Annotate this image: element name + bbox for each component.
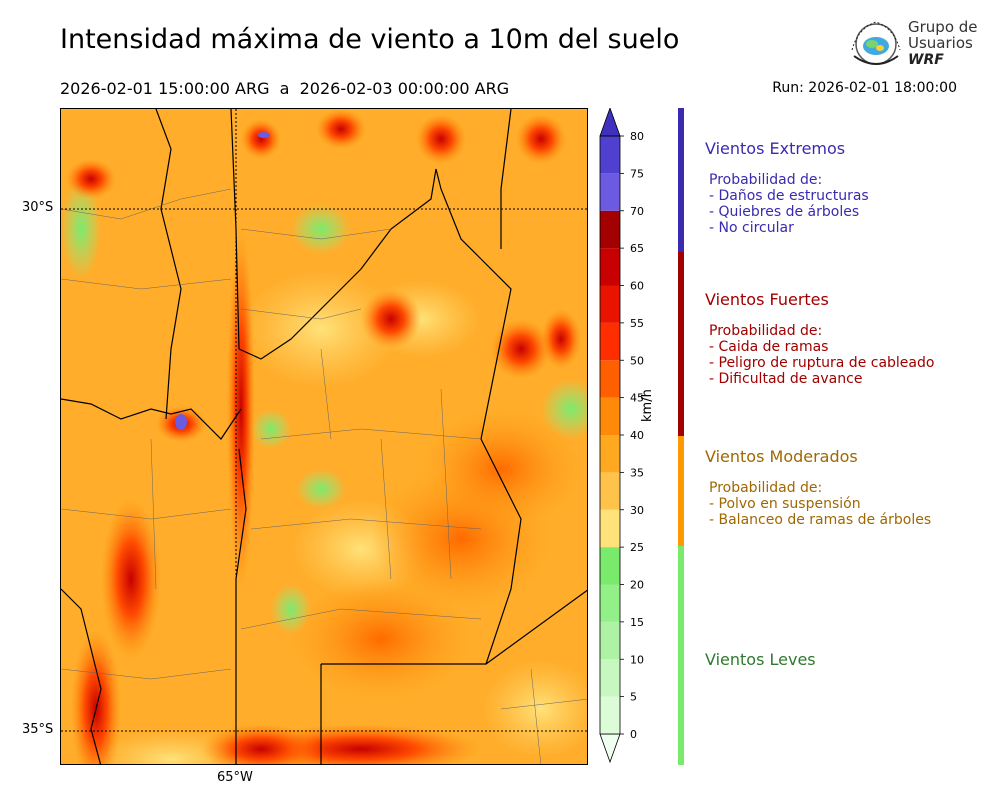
colorbar-tick-label: 60 [630,280,644,293]
colorbar-tick-label: 80 [630,130,644,143]
category-description-line: - Polvo en suspensión [709,496,861,512]
colorbar-band [600,696,620,734]
colorbar-band [600,435,620,473]
category-description-line: Probabilidad de: [709,172,823,188]
category-color-bar [678,108,684,252]
colorbar-band [600,659,620,697]
colorbar-tick-label: 5 [630,691,637,704]
colorbar-graphic: 0 5 10 15 20 25 30 35 40 45 50 55 60 65 70 75 80 [599,106,644,764]
colorbar-unit: km/h [640,389,655,422]
colorbar-over-arrow [599,106,621,137]
wind-map[interactable] [60,108,588,765]
colorbar-tick-label: 20 [630,579,644,592]
category-color-bar [678,252,684,436]
lat-label-35s: 35°S [22,722,54,737]
colorbar-band [600,360,620,398]
colorbar-band [600,173,620,211]
colorbar-band [600,621,620,660]
colorbar-tick-label: 0 [630,728,637,741]
wind-field [61,109,587,764]
category-description-line: - Quiebres de árboles [709,204,860,220]
lat-label-30s: 30°S [22,200,54,215]
category-description-line: - Peligro de ruptura de cableado [709,355,935,371]
category-color-bar [678,546,684,765]
colorbar-tick-label: 40 [630,429,644,442]
category-description-line: - No circular [709,220,794,236]
colorbar: 0 5 10 15 20 25 30 35 40 45 50 55 60 65 70 75 80 [598,106,658,768]
colorbar-band [600,397,620,435]
colorbar-tick-label: 45 [630,392,644,405]
category-color-bar [678,436,684,546]
logo-line-3: WRF [908,52,944,68]
category-description-line: Probabilidad de: [709,323,823,339]
colorbar-band [600,248,620,286]
category-block: Vientos Moderados Probabilidad de: - Polvo… [705,447,931,528]
colorbar-band [600,136,620,174]
colorbar-band [600,210,620,249]
category-name: Vientos Fuertes [705,290,829,309]
category-description-line: Probabilidad de: [709,480,823,496]
graticule [61,109,587,764]
map-title: Intensidad máxima de viento a 10m del su… [60,24,680,55]
category-block: Vientos Leves [705,650,816,683]
colorbar-band [600,285,620,323]
lon-label-65w: 65°W [217,770,253,785]
category-description-line: - Dificultad de avance [709,371,863,387]
colorbar-tick-label: 10 [630,653,644,666]
colorbar-band [600,472,620,510]
logo: Grupo de Usuarios WRF [848,16,978,76]
colorbar-tick-label: 50 [630,354,644,367]
category-name: Vientos Moderados [705,447,858,466]
colorbar-band [600,547,620,585]
globe-icon [851,21,901,65]
category-description-line: - Caida de ramas [709,339,829,355]
colorbar-band [600,584,620,622]
category-block: Vientos Fuertes Probabilidad de: - Caida d… [705,290,934,387]
category-description-line: - Daños de estructuras [709,188,869,204]
category-block: Vientos Extremos Probabilidad de: - Daños … [705,139,869,236]
colorbar-band [600,322,620,361]
colorbar-tick-label: 75 [630,167,644,180]
colorbar-tick-label: 30 [630,504,644,517]
colorbar-band [600,509,620,548]
colorbar-tick-label: 70 [630,205,644,218]
category-name: Vientos Extremos [705,139,846,158]
colorbar-tick-label: 55 [630,317,644,330]
logo-line-1: Grupo de [908,18,978,36]
forecast-period: 2026-02-01 15:00:00 ARG a 2026-02-03 00:… [60,79,510,98]
colorbar-tick-label: 35 [630,466,644,479]
colorbar-tick-label: 15 [630,616,644,629]
category-name: Vientos Leves [705,650,816,669]
colorbar-under-arrow [599,733,621,764]
colorbar-tick-label: 25 [630,541,644,554]
colorbar-tick-label: 65 [630,242,644,255]
logo-line-2: Usuarios [908,34,973,52]
run-time: Run: 2026-02-01 18:00:00 [772,80,957,96]
category-description-line: - Balanceo de ramas de árboles [709,512,932,528]
